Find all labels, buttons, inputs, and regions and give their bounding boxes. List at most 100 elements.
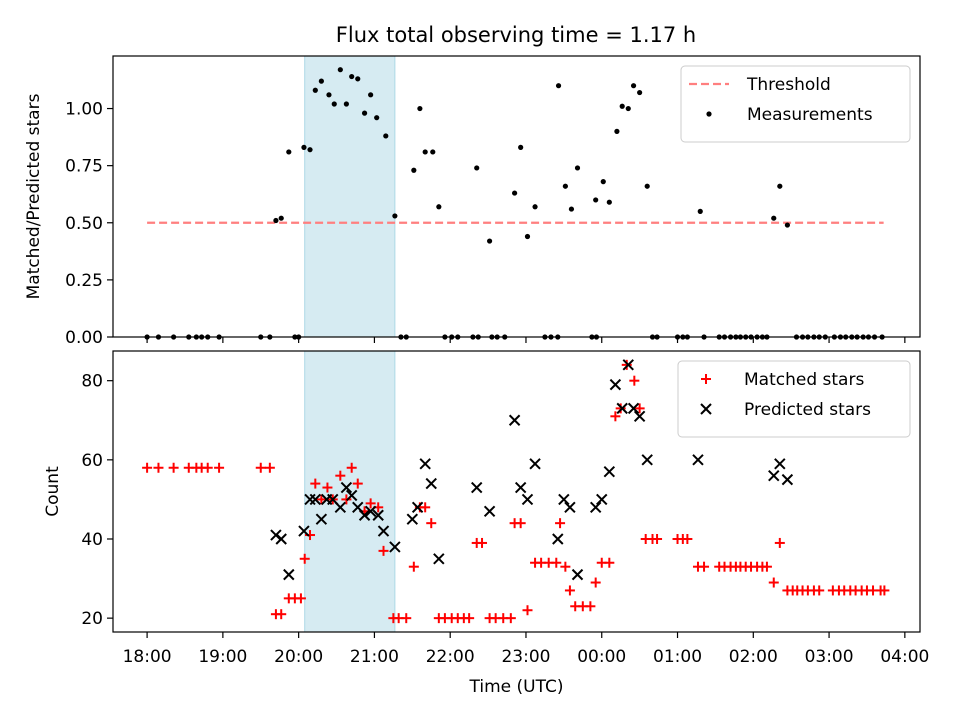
matched-stars-point	[774, 537, 785, 548]
matched-stars-point	[316, 494, 327, 505]
predicted-stars-point	[564, 501, 576, 514]
matched-stars-point	[295, 593, 306, 604]
ratio-panel: 0.00 0.25 0.50 0.75 1.00 Matched/Predicted st…	[24, 55, 921, 348]
measurement-point	[784, 222, 790, 228]
predicted-stars-point	[364, 505, 377, 517]
matched-stars-point	[555, 518, 566, 529]
y-tick-label: 1.00	[65, 100, 103, 120]
predicted-stars-point	[521, 493, 534, 506]
measurement-point	[518, 144, 524, 150]
predicted-stars-point	[309, 493, 322, 506]
matched-stars-point	[322, 482, 333, 493]
legend-label: Threshold	[746, 75, 831, 95]
measurement-point	[436, 204, 442, 210]
legend-predicted-swatch	[700, 403, 712, 415]
predicted-stars-point	[283, 568, 295, 581]
matched-stars-point	[879, 585, 890, 596]
measurement-point	[777, 183, 783, 189]
measurement-point	[286, 149, 292, 155]
predicted-stars-point	[616, 402, 628, 415]
predicted-stars-point	[514, 481, 527, 494]
measurement-point	[637, 89, 643, 96]
matched-stars-point	[464, 613, 475, 624]
legend: Threshold Measurements	[680, 65, 911, 143]
matched-stars-point	[153, 462, 164, 473]
predicted-stars-point	[603, 466, 616, 478]
observing-window	[304, 56, 395, 337]
x-axis-label: Time (UTC)	[469, 677, 564, 697]
predicted-stars-point	[315, 513, 328, 525]
measurement-point	[417, 105, 423, 112]
legend-label: Matched stars	[744, 370, 864, 390]
axes-frame	[112, 350, 921, 633]
x-tick-label: 21:00	[350, 647, 399, 667]
count-panel: 20 40 60 80 18:00 19:00 20:00 21:00 22:00 23:00 00…	[43, 350, 929, 697]
measurement-point	[368, 92, 374, 98]
predicted-stars-point	[589, 501, 602, 514]
matched-stars-point	[477, 537, 488, 548]
predicted-stars-point	[552, 533, 564, 545]
x-tick-label: 02:00	[729, 647, 778, 667]
matched-stars-point	[590, 577, 601, 588]
matched-stars-point	[255, 462, 266, 473]
predicted-stars-point	[641, 454, 653, 466]
matched-stars-point	[426, 518, 437, 529]
measurement-point	[619, 103, 625, 109]
y-axis-label: Count	[43, 466, 63, 517]
matched-stars-point	[610, 411, 621, 422]
measurement-point	[574, 165, 581, 171]
matched-stars-point	[522, 605, 533, 616]
matched-stars-point	[768, 577, 779, 588]
predicted-stars-point	[345, 489, 358, 502]
measurement-point	[593, 197, 599, 203]
y-tick-label: 0.25	[65, 271, 103, 291]
predicted-stars-point	[471, 481, 483, 494]
measurement-point	[349, 73, 355, 80]
x-tick-label: 00:00	[577, 647, 626, 667]
predicted-stars-point	[372, 509, 384, 521]
measurement-point	[312, 87, 318, 93]
predicted-stars-point	[298, 525, 310, 537]
x-tick-label: 04:00	[880, 647, 929, 667]
predicted-stars-point	[508, 414, 521, 426]
x-tick-label: 18:00	[123, 647, 172, 667]
matched-stars-point	[585, 601, 596, 612]
matched-stars-point	[352, 478, 363, 489]
predicted-stars-point	[768, 469, 780, 482]
y-tick-label: 40	[81, 530, 103, 550]
x-tick-label: 22:00	[426, 647, 475, 667]
legend-label: Predicted stars	[744, 400, 871, 420]
matched-stars-point	[420, 502, 431, 513]
y-tick-label: 0.00	[65, 328, 103, 348]
measurement-point	[361, 110, 368, 116]
x-tick-label: 23:00	[501, 647, 550, 667]
predicted-stars-point	[692, 454, 704, 466]
predicted-stars-point	[558, 493, 570, 506]
matched-stars-point	[621, 359, 632, 370]
predicted-stars-point	[774, 458, 786, 470]
measurement-point	[644, 183, 650, 189]
matched-stars-point	[652, 533, 663, 544]
measurement-point	[392, 213, 398, 219]
measurement-point	[273, 217, 279, 224]
predicted-stars-point	[433, 553, 445, 565]
y-tick-label: 0.75	[65, 157, 103, 177]
matched-stars-point	[699, 561, 710, 572]
measurement-point	[512, 190, 518, 196]
matched-stars-point	[202, 462, 213, 473]
x-tick-label: 03:00	[805, 647, 854, 667]
predicted-stars-point	[627, 402, 640, 415]
matched-stars-point	[682, 533, 693, 544]
y-tick-label: 0.50	[65, 214, 103, 234]
predicted-stars-point	[389, 541, 401, 553]
y-tick-label: 60	[81, 451, 103, 471]
matched-stars-point	[276, 609, 287, 620]
matched-stars-point	[214, 462, 225, 473]
predicted-stars-point	[609, 378, 622, 391]
legend-box	[677, 360, 911, 438]
measurement-point	[614, 128, 620, 134]
y-axis-label: Matched/Predicted stars	[24, 93, 44, 299]
matched-stars-point	[365, 498, 376, 509]
measurement-point	[374, 115, 380, 121]
